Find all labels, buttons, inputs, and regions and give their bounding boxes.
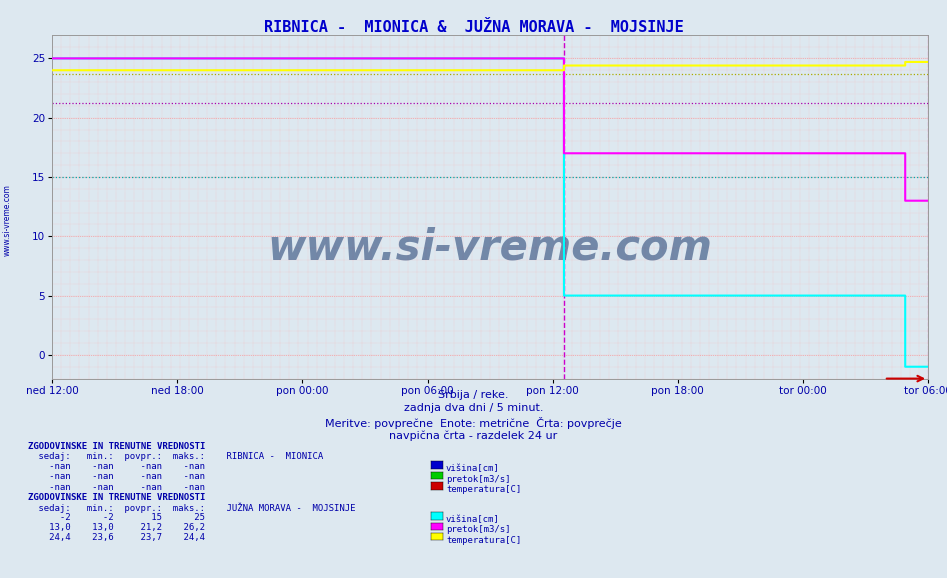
Text: temperatura[C]: temperatura[C] <box>446 536 521 545</box>
Text: www.si-vreme.com: www.si-vreme.com <box>268 227 712 269</box>
Text: -nan    -nan     -nan    -nan: -nan -nan -nan -nan <box>33 483 205 492</box>
Text: temperatura[C]: temperatura[C] <box>446 485 521 494</box>
Text: navpična črta - razdelek 24 ur: navpična črta - razdelek 24 ur <box>389 430 558 440</box>
Text: Meritve: povprečne  Enote: metrične  Črta: povprečje: Meritve: povprečne Enote: metrične Črta:… <box>325 417 622 429</box>
Text: višina[cm]: višina[cm] <box>446 515 500 524</box>
Text: zadnja dva dni / 5 minut.: zadnja dva dni / 5 minut. <box>403 403 544 413</box>
Text: RIBNICA -  MIONICA &  JUŽNA MORAVA -  MOJSINJE: RIBNICA - MIONICA & JUŽNA MORAVA - MOJSI… <box>263 20 684 35</box>
Text: sedaj:   min.:  povpr.:  maks.:    JUŽNA MORAVA -  MOJSINJE: sedaj: min.: povpr.: maks.: JUŽNA MORAVA… <box>33 503 356 513</box>
Text: pretok[m3/s]: pretok[m3/s] <box>446 475 510 484</box>
Text: ZGODOVINSKE IN TRENUTNE VREDNOSTI: ZGODOVINSKE IN TRENUTNE VREDNOSTI <box>28 493 205 502</box>
Text: ZGODOVINSKE IN TRENUTNE VREDNOSTI: ZGODOVINSKE IN TRENUTNE VREDNOSTI <box>28 442 205 451</box>
Text: -nan    -nan     -nan    -nan: -nan -nan -nan -nan <box>33 462 205 471</box>
Text: višina[cm]: višina[cm] <box>446 464 500 473</box>
Text: 24,4    23,6     23,7    24,4: 24,4 23,6 23,7 24,4 <box>33 533 205 543</box>
Text: -nan    -nan     -nan    -nan: -nan -nan -nan -nan <box>33 472 205 481</box>
Text: sedaj:   min.:  povpr.:  maks.:    RIBNICA -  MIONICA: sedaj: min.: povpr.: maks.: RIBNICA - MI… <box>33 452 323 461</box>
Text: -2      -2       15      25: -2 -2 15 25 <box>33 513 205 522</box>
Text: 13,0    13,0     21,2    26,2: 13,0 13,0 21,2 26,2 <box>33 523 205 532</box>
Text: www.si-vreme.com: www.si-vreme.com <box>3 184 12 255</box>
Text: pretok[m3/s]: pretok[m3/s] <box>446 525 510 535</box>
Text: Srbija / reke.: Srbija / reke. <box>438 390 509 400</box>
